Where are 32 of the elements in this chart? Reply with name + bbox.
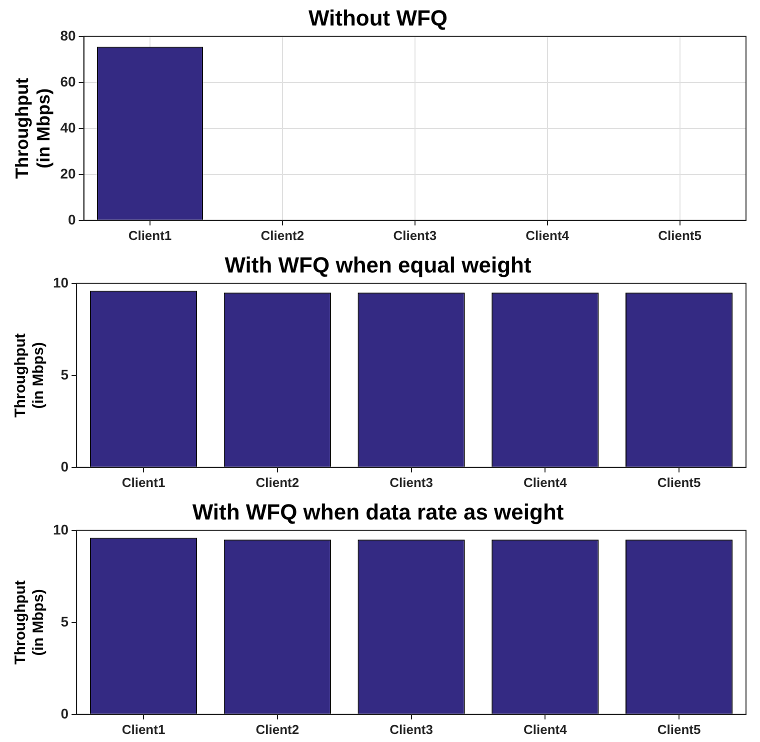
chart-title: Without WFQ [308, 5, 448, 30]
y-tick-label: 10 [52, 521, 69, 538]
x-tick-label: Client2 [260, 228, 304, 243]
x-tick-label: Client2 [256, 722, 300, 737]
y-tick-label: 5 [60, 366, 69, 382]
x-tick-label: Client4 [524, 722, 568, 737]
y-tick-label: 0 [60, 458, 69, 474]
x-tick-label: Client4 [524, 474, 568, 490]
y-tick-label: 0 [60, 705, 69, 722]
x-tick-label: Client3 [390, 722, 433, 737]
x-tick-label: Client5 [658, 228, 702, 243]
y-axis-title: Throughput (in Mbps) [12, 78, 54, 179]
x-tick-label: Client1 [122, 474, 166, 490]
x-tick-label: Client1 [128, 228, 172, 243]
y-tick-label: 5 [60, 613, 69, 630]
y-tick-label: 20 [60, 165, 76, 182]
y-tick-label: 40 [60, 119, 76, 136]
y-tick-label: 10 [52, 274, 69, 290]
x-tick-label: Client3 [390, 474, 433, 490]
y-tick-label: 0 [68, 211, 76, 228]
y-tick-label: 60 [60, 73, 76, 90]
x-tick-label: Client3 [393, 228, 437, 243]
x-tick-label: Client4 [526, 228, 570, 243]
chart-title: With WFQ when equal weight [224, 252, 532, 278]
x-tick-label: Client1 [122, 722, 166, 737]
y-axis-title: Throughput (in Mbps) [12, 333, 48, 418]
y-axis-title: Throughput (in Mbps) [12, 580, 48, 664]
x-tick-label: Client5 [657, 722, 701, 737]
x-tick-label: Client5 [657, 474, 701, 490]
chart-title: With WFQ when data rate as weight [192, 499, 564, 524]
y-tick-label: 80 [60, 27, 76, 44]
x-tick-label: Client2 [256, 474, 300, 490]
